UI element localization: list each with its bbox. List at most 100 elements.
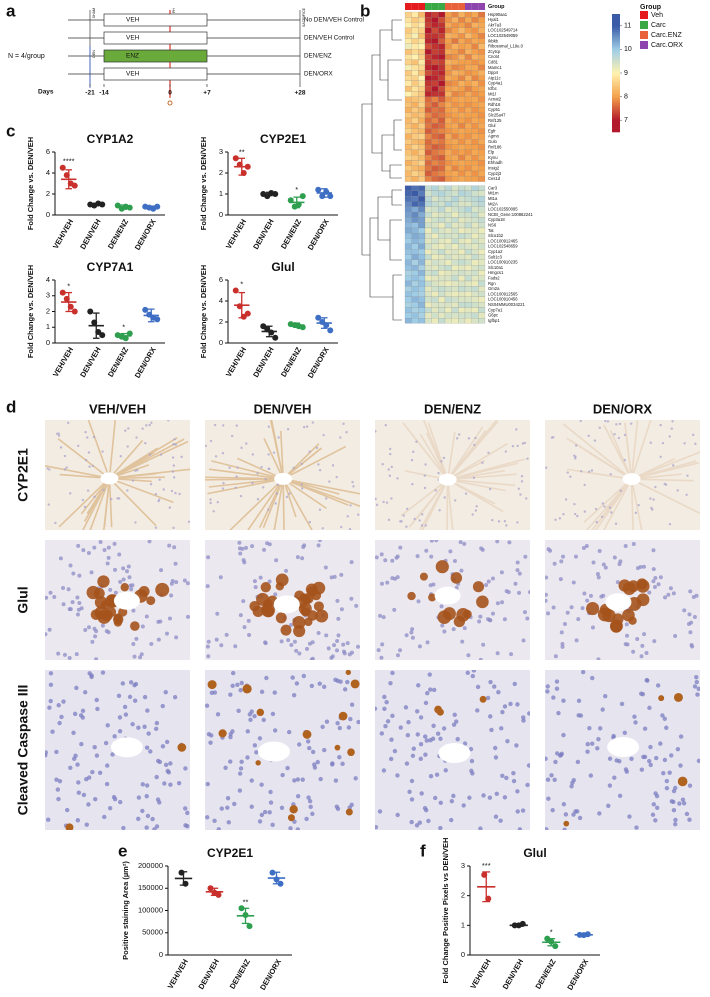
nucleus — [385, 501, 389, 504]
heatmap-cell — [438, 291, 446, 297]
heatmap-cell — [411, 123, 419, 129]
x-tick-label: DEN/ENZ — [106, 217, 130, 250]
heatmap-cell — [431, 49, 439, 55]
nucleus — [587, 726, 592, 731]
nucleus — [121, 566, 126, 571]
heatmap-cell — [411, 80, 419, 87]
nucleus — [163, 762, 169, 768]
nucleus — [117, 729, 123, 734]
nucleus — [558, 577, 563, 582]
heatmap-cell — [464, 54, 472, 60]
heatmap-cell — [411, 75, 419, 81]
heatmap-cell — [438, 149, 446, 156]
heatmap-cell — [424, 227, 432, 234]
heatmap-cell — [451, 233, 459, 239]
nucleus — [135, 436, 138, 439]
scale-step — [612, 37, 620, 40]
heatmap-cell — [404, 64, 412, 71]
nucleus — [45, 750, 49, 755]
heatmap-cell — [478, 33, 486, 39]
nucleus — [493, 745, 498, 751]
heatmap-cell — [438, 190, 446, 197]
sinusoid — [588, 452, 632, 480]
nucleus — [376, 648, 381, 653]
nucleus — [216, 827, 221, 830]
nucleus — [168, 761, 173, 766]
nucleus — [552, 561, 557, 566]
nucleus — [454, 499, 457, 502]
heatmap-cell — [411, 22, 419, 28]
heatmap-cell — [451, 107, 459, 113]
gene-label: Cyp1a2 — [488, 249, 503, 254]
nucleus — [574, 512, 577, 516]
nucleus — [597, 549, 602, 554]
nucleus — [631, 541, 636, 546]
nucleus — [694, 442, 697, 446]
nucleus — [160, 703, 165, 709]
scale-step — [612, 96, 620, 99]
heatmap-cell — [418, 49, 426, 55]
nucleus — [117, 552, 122, 557]
nucleus — [585, 598, 590, 603]
nucleus — [517, 590, 522, 595]
gene-label: Ribosomal_L19e.0 — [488, 44, 524, 49]
nucleus — [131, 642, 136, 647]
nucleus — [388, 474, 392, 477]
heatmap-cell — [471, 206, 479, 213]
nucleus — [342, 687, 348, 692]
nucleus — [354, 603, 359, 608]
nucleus — [186, 614, 190, 619]
nucleus — [242, 560, 247, 565]
nucleus — [423, 474, 426, 477]
nucleus — [258, 575, 263, 580]
nucleus — [300, 462, 304, 466]
nucleus — [404, 633, 409, 638]
nucleus — [332, 643, 337, 648]
heatmap-cell — [464, 33, 472, 39]
group-header-cell — [418, 3, 425, 10]
sinusoid — [630, 479, 634, 530]
heatmap-cell — [404, 307, 412, 313]
stained-cell — [307, 610, 318, 621]
nucleus — [516, 521, 519, 524]
y-axis-label: Fold Change Positive Pixels vs DEN/VEH — [441, 838, 450, 984]
y-tick-label: 1 — [46, 322, 50, 331]
nucleus — [393, 576, 398, 581]
nucleus — [206, 654, 211, 659]
heatmap-cell — [458, 160, 466, 166]
nucleus — [156, 637, 161, 642]
nucleus — [426, 818, 431, 824]
panel-label: f — [420, 841, 426, 860]
nucleus — [47, 705, 52, 710]
nucleus — [134, 636, 139, 641]
nucleus — [228, 466, 231, 469]
heatmap-cell — [471, 54, 479, 60]
heatmap-cell — [471, 139, 479, 145]
nucleus — [696, 686, 700, 692]
sinusoid — [269, 420, 284, 480]
nucleus — [124, 429, 127, 432]
heatmap-cell — [458, 302, 466, 308]
nucleus — [285, 495, 289, 499]
heatmap-cell — [438, 139, 446, 145]
nucleus — [317, 681, 322, 686]
nucleus — [603, 693, 608, 699]
heatmap-cell — [471, 318, 479, 324]
nucleus — [488, 618, 493, 623]
nucleus — [584, 544, 589, 549]
heatmap-cell — [458, 133, 466, 140]
micrograph — [205, 540, 360, 660]
nucleus — [356, 644, 360, 649]
nucleus — [127, 427, 130, 430]
nucleus — [407, 789, 412, 795]
nucleus — [284, 568, 289, 573]
stained-cell — [628, 616, 637, 625]
stained-cell — [138, 585, 150, 597]
heatmap-cell — [411, 291, 419, 297]
nucleus — [237, 788, 243, 793]
nucleus — [648, 762, 653, 768]
nucleus — [84, 458, 88, 462]
scale-step — [612, 112, 620, 115]
significance: **** — [63, 157, 75, 166]
heatmap-cell — [451, 196, 459, 202]
